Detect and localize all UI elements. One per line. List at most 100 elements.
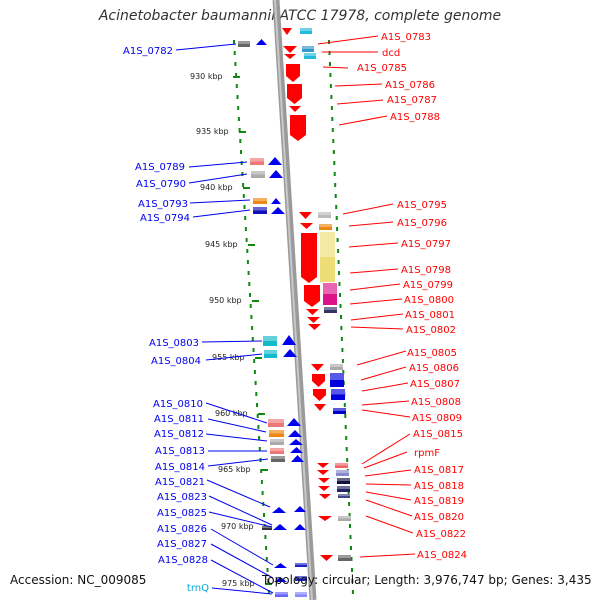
right-gene-label: A1S_0788 [390,112,440,123]
gene-arrow-up [282,335,296,345]
guide-dot [340,326,343,330]
gene-block [269,430,284,437]
right-label-line [359,553,416,558]
right-label-line [349,283,401,291]
gene-arrow-down [300,223,313,229]
gene-block [330,373,344,387]
gene-block [337,478,350,484]
guide-dot [351,590,354,594]
gene-block [338,494,350,498]
left-label-line [205,402,268,424]
left-label-line [205,353,263,361]
gene-block [318,212,331,218]
right-label-line [322,66,349,69]
tick-mark [239,131,246,133]
left-label-line [210,559,274,594]
guide-dot [244,216,247,220]
guide-dot [347,491,350,495]
gene-block [253,207,267,214]
gene-labels: A1S_0782 A1S_0789 A1S_0790 A1S_0793 A1S_0794… [123,32,467,594]
gene-arrow-up [294,506,306,512]
gene-arrow-up [294,524,306,530]
gene-shine [337,478,350,481]
left-gene-label: A1S_0803 [149,338,199,349]
left-gene-label: A1S_0811 [154,414,204,425]
gene-arrow-down [299,212,312,219]
right-gene-label: A1S_0783 [381,32,431,43]
forward-gene [290,115,306,141]
left-label-line [188,161,248,168]
left-gene-label: A1S_0825 [157,508,207,519]
gene-arrow-down [284,54,296,59]
right-label-line [363,451,408,469]
guide-dot [351,568,353,572]
left-gene-label: A1S_0813 [155,446,205,457]
topology-text: Topology: circular; Length: 3,976,747 bp… [262,573,592,587]
gene-shine [338,516,351,519]
guide-dot [329,73,332,77]
guide-dot [334,194,337,198]
gene-arrow-down [318,516,332,521]
gene-shine [295,592,307,595]
gene-block [275,592,288,597]
tick-label: 960 kbp [215,409,248,418]
gene-shine [264,350,277,354]
right-gene-label: A1S_0808 [411,397,461,408]
guide-dot [249,293,251,297]
tick-label: 930 kbp [190,72,223,81]
right-gene-label: A1S_0820 [414,512,464,523]
guide-dot [235,84,238,88]
right-gene-label: A1S_0798 [401,265,451,276]
left-gene-label: A1S_0794 [140,213,190,224]
right-label-line [361,400,410,406]
guide-dot [248,282,251,286]
gene-shine [263,336,277,341]
right-label-line [348,242,399,248]
gene-arrow-up [274,563,287,568]
guide-dot [257,425,260,429]
guide-dot [253,370,256,374]
gene-features [238,28,351,597]
gene-block [331,389,345,400]
gene-arrow-down [319,494,331,499]
guide-dot [331,117,334,121]
guide-dot [338,282,341,286]
guide-dot [348,513,351,517]
tick-label: 950 kbp [209,296,242,305]
forward-gene [304,285,320,307]
right-gene-label: A1S_0799 [403,280,453,291]
forward-gene [287,84,302,104]
guide-dot [242,183,245,187]
gene-arrow-down [306,309,319,315]
gene-block [270,439,284,445]
right-gene-label: A1S_0786 [385,80,435,91]
guide-dot [245,238,248,242]
tick-mark [233,76,240,78]
genome-axis [272,0,317,600]
gene-block [335,463,348,468]
gene-block [264,350,277,358]
guide-dot [344,425,347,429]
guide-dot [237,106,240,110]
gene-block [295,576,307,581]
guide-dot [331,128,334,132]
left-gene-label: A1S_0810 [153,399,203,410]
guide-dot [330,106,333,110]
gene-arrow-down [320,555,333,561]
gene-shine [295,563,307,565]
guide-dot [256,414,259,418]
gene-arrow-down [317,470,329,475]
left-gene-label: A1S_0790 [136,179,186,190]
right-label-line [317,35,379,45]
left-label-line [210,528,274,566]
guide-dot [251,326,254,330]
gene-block [302,46,314,52]
right-gene-label: A1S_0819 [414,496,464,507]
gene-shine [323,283,337,294]
guide-dot [329,62,331,66]
gene-block [336,470,349,476]
guide-dot [233,40,235,44]
guide-dot [340,337,343,341]
gene-block [330,364,343,370]
gene-arrow-down [317,463,329,468]
